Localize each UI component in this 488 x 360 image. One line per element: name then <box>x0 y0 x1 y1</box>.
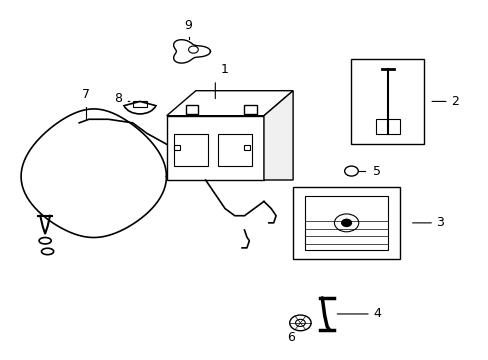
Bar <box>244 145 250 150</box>
Text: 1: 1 <box>221 63 228 76</box>
Text: 5: 5 <box>372 165 381 177</box>
Bar <box>174 145 180 150</box>
Bar <box>132 102 147 107</box>
Bar <box>166 116 264 180</box>
Circle shape <box>341 219 351 226</box>
Bar <box>217 134 251 166</box>
Text: 3: 3 <box>436 216 444 229</box>
Bar <box>351 59 424 144</box>
Text: 4: 4 <box>372 307 381 320</box>
Polygon shape <box>166 91 292 116</box>
Bar <box>244 105 256 114</box>
Bar <box>174 134 207 166</box>
Text: 6: 6 <box>286 331 294 344</box>
Bar <box>305 196 387 249</box>
Polygon shape <box>264 91 292 180</box>
Bar <box>292 187 399 258</box>
Bar <box>186 105 198 114</box>
Text: 9: 9 <box>184 19 192 32</box>
Text: 2: 2 <box>450 95 458 108</box>
Text: 8: 8 <box>114 92 122 105</box>
Text: 7: 7 <box>82 89 90 102</box>
